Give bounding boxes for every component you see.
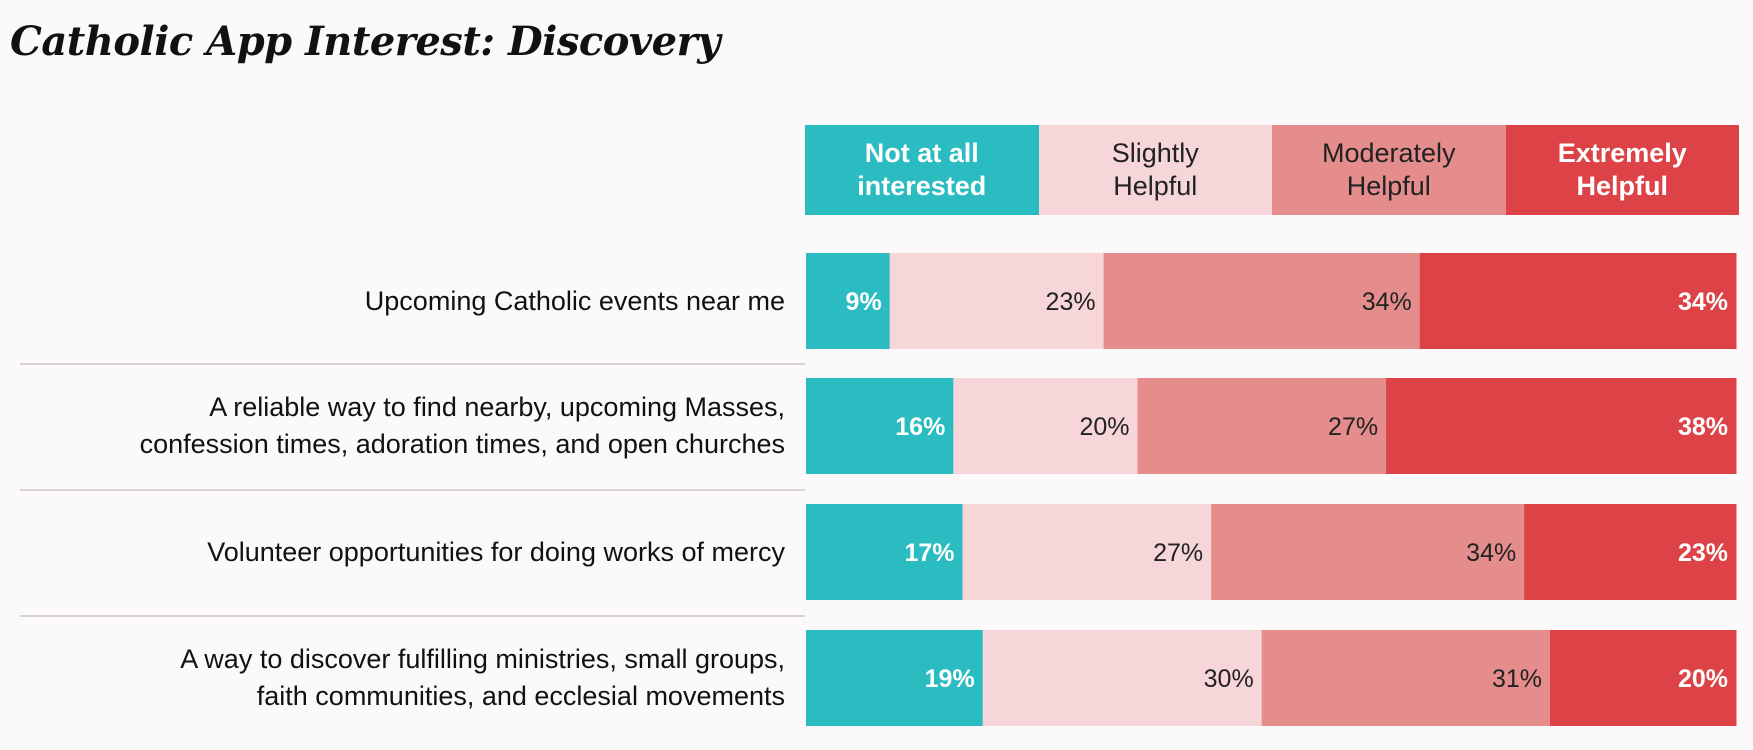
legend-label-line: Helpful xyxy=(1346,171,1431,201)
bar-extremely-row-3 xyxy=(1524,504,1737,600)
bar-moderately-row-2 xyxy=(1137,378,1387,474)
data-label-not-at-all-row-4: 19% xyxy=(925,665,975,693)
data-label-not-at-all-row-2: 16% xyxy=(895,413,945,441)
row-label-ministries: A way to discover fulfilling ministries,… xyxy=(20,630,785,726)
bar-moderately-row-1 xyxy=(1103,253,1421,349)
legend-label-line: Helpful xyxy=(1576,171,1669,201)
bar-moderately-row-3 xyxy=(1211,504,1525,600)
data-label-slightly-row-4: 30% xyxy=(1204,665,1254,693)
data-label-extremely-row-3: 23% xyxy=(1678,539,1728,567)
row-label-catholic-events: Upcoming Catholic events near me xyxy=(20,253,785,349)
bar-not-at-all-row-1 xyxy=(806,253,891,349)
legend-label-line: Moderately xyxy=(1321,138,1456,168)
row-divider xyxy=(20,615,805,617)
row-label-line: confession times, adoration times, and o… xyxy=(139,429,785,459)
bar-not-at-all-row-2 xyxy=(806,378,954,474)
data-label-slightly-row-2: 20% xyxy=(1079,413,1129,441)
legend-label-line: interested xyxy=(857,171,987,201)
row-label-line: Volunteer opportunities for doing works … xyxy=(207,536,785,567)
data-label-extremely-row-2: 38% xyxy=(1678,413,1728,441)
legend-label-line: Extremely xyxy=(1557,138,1687,168)
row-divider xyxy=(20,363,805,365)
row-label-mass-times: A reliable way to find nearby, upcoming … xyxy=(20,378,785,474)
legend-label-line: Not at all xyxy=(864,138,979,168)
row-label-line: A way to discover fulfilling ministries,… xyxy=(180,644,785,674)
row-label-volunteer: Volunteer opportunities for doing works … xyxy=(20,504,785,600)
legend-item-moderately-helpful: Moderately Helpful xyxy=(1272,125,1506,215)
bar-slightly-row-2 xyxy=(953,378,1138,474)
bar-not-at-all-row-3 xyxy=(806,504,964,600)
bar-extremely-row-4 xyxy=(1550,630,1737,726)
legend-item-not-at-all-interested: Not at all interested xyxy=(805,125,1039,215)
row-label-line: faith communities, and ecclesial movemen… xyxy=(256,681,785,711)
data-label-moderately-row-2: 27% xyxy=(1328,413,1378,441)
row-divider xyxy=(20,489,805,491)
data-label-moderately-row-1: 34% xyxy=(1362,288,1412,316)
bar-extremely-row-2 xyxy=(1386,378,1737,474)
data-label-slightly-row-3: 27% xyxy=(1153,539,1203,567)
chart-legend: Not at all interested Slightly Helpful Mod… xyxy=(805,125,1739,215)
bar-slightly-row-3 xyxy=(962,504,1212,600)
data-label-moderately-row-4: 31% xyxy=(1492,665,1542,693)
data-label-extremely-row-1: 34% xyxy=(1678,288,1728,316)
page-title: Catholic App Interest: Discovery xyxy=(10,18,720,65)
legend-label-line: Helpful xyxy=(1113,171,1198,201)
row-label-line: A reliable way to find nearby, upcoming … xyxy=(209,392,785,422)
legend-item-extremely-helpful: Extremely Helpful xyxy=(1505,125,1739,215)
data-label-not-at-all-row-3: 17% xyxy=(904,539,954,567)
legend-item-slightly-helpful: Slightly Helpful xyxy=(1038,125,1272,215)
bar-extremely-row-1 xyxy=(1419,253,1737,349)
bar-slightly-row-1 xyxy=(889,253,1105,349)
data-label-not-at-all-row-1: 9% xyxy=(846,288,882,316)
bar-not-at-all-row-4 xyxy=(806,630,984,726)
row-label-line: Upcoming Catholic events near me xyxy=(364,285,785,316)
data-label-moderately-row-3: 34% xyxy=(1466,539,1516,567)
data-label-slightly-row-1: 23% xyxy=(1046,288,1096,316)
data-label-extremely-row-4: 20% xyxy=(1678,665,1728,693)
legend-label-line: Slightly xyxy=(1111,138,1199,168)
bar-slightly-row-4 xyxy=(982,630,1263,726)
bar-moderately-row-4 xyxy=(1261,630,1551,726)
